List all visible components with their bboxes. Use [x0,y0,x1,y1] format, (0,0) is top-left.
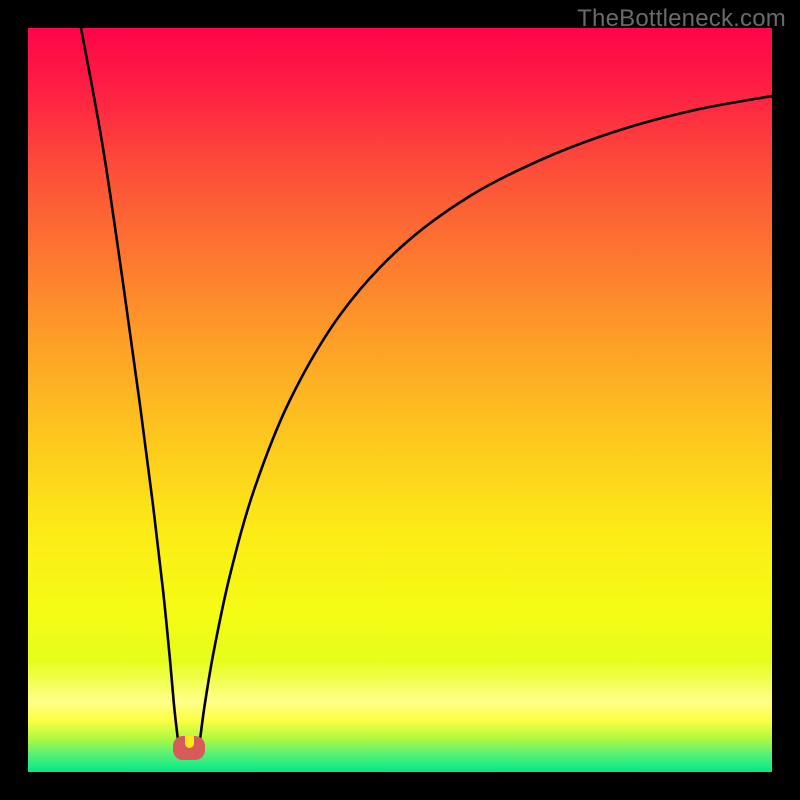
bottleneck-curve [28,28,772,772]
plot-area [28,28,772,772]
minimum-marker-notch [185,736,194,748]
chart-frame: TheBottleneck.com [0,0,800,800]
minimum-marker [173,736,205,760]
watermark-text: TheBottleneck.com [577,5,786,33]
